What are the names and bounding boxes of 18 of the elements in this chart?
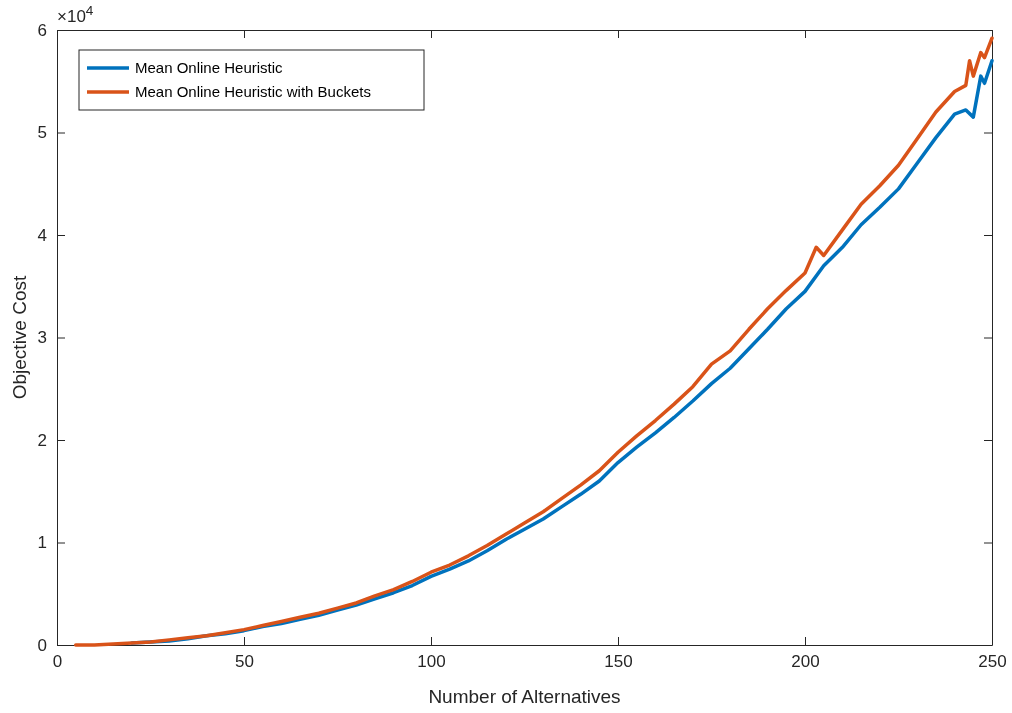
- x-tick-label: 50: [235, 652, 254, 672]
- y-tick-label: 0: [37, 635, 47, 655]
- x-axis-title: Number of Alternatives: [428, 686, 621, 707]
- y-tick-label: 3: [37, 328, 47, 348]
- text: ×10$^{4}$: [57, 2, 94, 26]
- y-axis-title: Objective Cost: [9, 275, 30, 400]
- x-tick-label: 150: [604, 652, 633, 672]
- y-tick-label: 6: [37, 20, 47, 40]
- x-tick-label: 250: [978, 652, 1007, 672]
- y-tick-label: 2: [37, 430, 47, 450]
- legend-label: Mean Online Heuristic with Buckets: [135, 83, 371, 100]
- y-tick-label: 1: [37, 533, 47, 553]
- x-tick-label: 0: [52, 652, 63, 672]
- y-tick-label: 5: [37, 123, 47, 143]
- x-tick-label: 100: [417, 652, 446, 672]
- y-tick-label: 4: [37, 225, 47, 245]
- x-tick-label: 200: [791, 652, 820, 672]
- legend-label: Mean Online Heuristic: [135, 59, 284, 76]
